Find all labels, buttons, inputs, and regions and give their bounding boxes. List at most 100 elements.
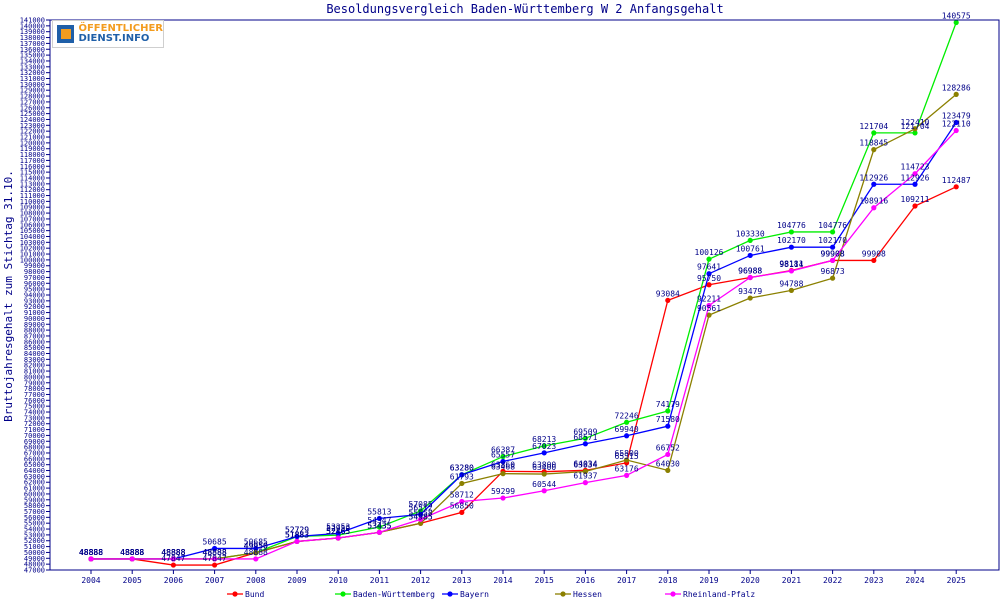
y-tick-label: 87000 <box>24 332 45 340</box>
x-tick-label: 2005 <box>123 576 142 585</box>
x-tick-label: 2012 <box>411 576 430 585</box>
data-label: 112487 <box>942 176 971 185</box>
data-label: 58712 <box>450 490 474 499</box>
logo-mark-icon <box>57 25 75 43</box>
y-tick-label: 73000 <box>24 414 45 422</box>
data-label: 112926 <box>901 173 930 182</box>
data-point <box>500 458 506 465</box>
y-axis-ticks: 4700048000490005000051000520005300054000… <box>20 17 50 575</box>
y-tick-label: 127000 <box>20 98 45 106</box>
data-point <box>418 511 424 517</box>
data-label: 54985 <box>409 512 433 521</box>
data-point <box>170 562 176 568</box>
data-label: 99908 <box>862 249 886 258</box>
y-tick-label: 55000 <box>24 520 45 528</box>
data-point <box>912 126 918 132</box>
y-tick-label: 121000 <box>20 134 45 142</box>
y-tick-label: 50000 <box>24 549 45 557</box>
data-label: 65800 <box>615 449 639 458</box>
y-tick-label: 126000 <box>20 104 45 112</box>
y-tick-label: 119000 <box>20 145 45 153</box>
data-point <box>953 127 959 134</box>
data-label: 48888 <box>161 548 185 557</box>
series-layer <box>88 19 959 568</box>
y-tick-label: 137000 <box>20 40 45 48</box>
y-tick-label: 136000 <box>20 46 45 54</box>
data-point <box>582 468 589 475</box>
data-point <box>747 295 753 301</box>
data-label: 71580 <box>656 415 680 424</box>
data-point <box>706 302 712 309</box>
data-point <box>624 419 630 425</box>
data-label: 57085 <box>409 500 433 509</box>
legend-marker <box>560 591 566 597</box>
data-label: 140575 <box>942 11 971 20</box>
data-point <box>294 538 300 545</box>
data-label: 94788 <box>779 279 803 288</box>
data-point <box>624 433 630 439</box>
data-point <box>500 495 506 501</box>
data-point <box>541 488 547 494</box>
data-label: 48888 <box>203 548 227 557</box>
data-label: 48888 <box>161 548 185 557</box>
data-label: 123479 <box>942 112 971 121</box>
data-label: 48888 <box>120 548 144 557</box>
data-label: 63800 <box>532 461 556 470</box>
data-label: 100126 <box>695 248 724 257</box>
y-tick-label: 111000 <box>20 192 45 200</box>
y-tick-label: 92000 <box>24 303 45 311</box>
data-label: 97641 <box>697 263 721 272</box>
data-label: 67023 <box>532 442 556 451</box>
data-label: 112926 <box>859 173 888 182</box>
data-point <box>747 237 753 244</box>
data-label: 48888 <box>120 548 144 557</box>
y-tick-label: 91000 <box>24 309 45 317</box>
data-label: 60544 <box>532 480 556 489</box>
data-point <box>582 441 589 447</box>
data-point <box>376 529 382 535</box>
y-tick-label: 52000 <box>24 537 45 545</box>
data-point <box>871 257 877 264</box>
y-tick-label: 117000 <box>20 157 45 165</box>
data-label: 48888 <box>120 548 144 557</box>
y-tick-label: 63000 <box>24 473 45 481</box>
y-tick-label: 131000 <box>20 75 45 83</box>
data-label: 48888 <box>161 548 185 557</box>
x-tick-label: 2016 <box>576 576 595 585</box>
y-tick-label: 123000 <box>20 122 45 130</box>
y-tick-label: 88000 <box>24 327 45 335</box>
data-label: 50685 <box>203 537 227 546</box>
data-label: 48888 <box>120 548 144 557</box>
legend-label: Rheinland-Pfalz <box>683 590 755 599</box>
y-tick-label: 104000 <box>20 233 45 241</box>
x-tick-label: 2015 <box>535 576 554 585</box>
y-tick-label: 132000 <box>20 69 45 77</box>
data-point <box>541 471 547 477</box>
data-label: 66752 <box>656 443 680 452</box>
data-point <box>582 480 589 486</box>
legend-label: Bayern <box>460 590 489 599</box>
data-label: 64030 <box>656 459 680 468</box>
data-label: 53435 <box>367 521 391 530</box>
y-tick-label: 109000 <box>20 204 45 212</box>
data-label: 53435 <box>367 521 391 530</box>
legend-marker <box>670 591 676 597</box>
legend-label: Hessen <box>573 590 602 599</box>
x-tick-label: 2017 <box>617 576 636 585</box>
series-line <box>91 93 957 560</box>
y-tick-label: 70000 <box>24 432 45 440</box>
y-tick-label: 115000 <box>20 169 45 177</box>
data-label: 69940 <box>615 425 639 434</box>
series-line <box>91 122 957 560</box>
data-point <box>912 130 918 136</box>
y-axis-label: Bruttojahresgehalt zum Stichtag 31.10. <box>2 170 15 422</box>
logo-text: ÖFFENTLICHER DIENST.INFO <box>78 24 163 44</box>
plot-frame <box>49 19 1000 571</box>
data-point <box>871 205 877 211</box>
y-tick-label: 51000 <box>24 543 45 551</box>
y-tick-label: 103000 <box>20 239 45 247</box>
y-tick-label: 49000 <box>24 555 45 563</box>
y-tick-label: 57000 <box>24 508 45 516</box>
